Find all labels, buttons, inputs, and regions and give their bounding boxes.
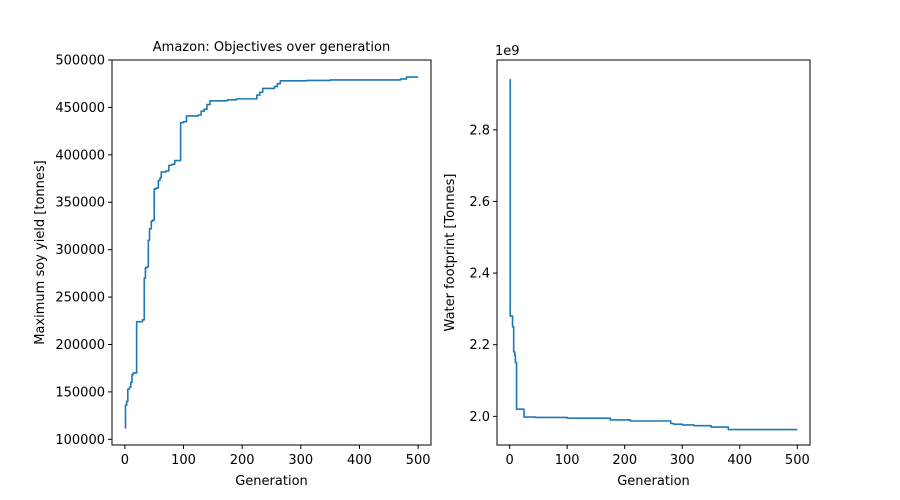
x-tick-label: 100 bbox=[171, 453, 196, 468]
plot-frame bbox=[496, 59, 811, 446]
y-tick-label: 2.6 bbox=[469, 195, 490, 210]
y-tick-label: 400000 bbox=[55, 148, 105, 163]
y-axis-label: Maximum soy yield [tonnes] bbox=[33, 160, 48, 344]
chart-panel-2: 0 100 200 300 400 500 2.0 2.2 2.4 2.6 2.8 Generatio… bbox=[443, 44, 811, 489]
x-tick-label: 300 bbox=[288, 453, 313, 468]
chart-panel-1: 0 100 200 300 400 500 100000 150000 200000 250000… bbox=[33, 40, 432, 489]
x-tick-label: 0 bbox=[506, 453, 514, 468]
y-tick-label: 2.8 bbox=[469, 123, 490, 138]
x-tick-label: 100 bbox=[555, 453, 580, 468]
series-line-1 bbox=[509, 78, 798, 431]
chart-title: Amazon: Objectives over generation bbox=[153, 40, 390, 55]
plot-frame bbox=[111, 59, 432, 446]
x-tick-label: 400 bbox=[347, 453, 372, 468]
x-tick-label: 400 bbox=[727, 453, 752, 468]
y-axis-offset-label: 1e9 bbox=[495, 44, 520, 59]
x-tick-label: 500 bbox=[406, 453, 431, 468]
y-tick-label: 350000 bbox=[55, 196, 105, 211]
y-tick-label: 300000 bbox=[55, 243, 105, 258]
x-axis-label: Generation bbox=[617, 474, 690, 489]
x-tick-label: 200 bbox=[612, 453, 637, 468]
y-tick-label: 100000 bbox=[55, 433, 105, 448]
y-tick-label: 2.0 bbox=[469, 410, 490, 425]
y-tick-label: 150000 bbox=[55, 385, 105, 400]
y-tick-label: 200000 bbox=[55, 338, 105, 353]
x-tick-label: 200 bbox=[230, 453, 255, 468]
series-line-1 bbox=[124, 76, 419, 429]
y-axis-label: Water footprint [Tonnes] bbox=[443, 174, 458, 332]
x-tick-label: 500 bbox=[785, 453, 810, 468]
x-axis-label: Generation bbox=[235, 474, 308, 489]
y-tick-label: 2.2 bbox=[469, 338, 490, 353]
y-tick-label: 250000 bbox=[55, 291, 105, 306]
x-tick-label: 0 bbox=[121, 453, 129, 468]
y-tick-label: 2.4 bbox=[469, 267, 490, 282]
y-tick-label: 500000 bbox=[55, 54, 105, 69]
y-tick-label: 450000 bbox=[55, 101, 105, 116]
x-tick-label: 300 bbox=[670, 453, 695, 468]
